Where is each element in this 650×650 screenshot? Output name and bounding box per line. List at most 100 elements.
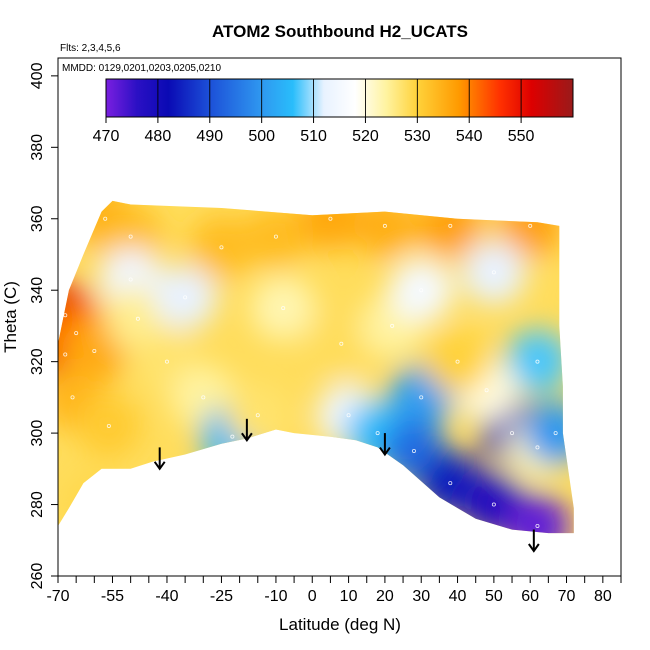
y-tick-label: 260 [29, 563, 46, 590]
sample-point [219, 245, 224, 250]
colorbar: 470 480 490 500 510 520 530 540 550 [93, 78, 574, 145]
sample-point [484, 388, 489, 393]
colorbar-tick-label: 520 [352, 128, 379, 145]
arrow-head [241, 432, 253, 442]
sample-point [411, 448, 416, 453]
sample-point [128, 234, 133, 239]
sample-point [448, 481, 453, 486]
field-sample [62, 472, 127, 534]
y-tick-label: 280 [29, 491, 46, 518]
sample-point [328, 216, 333, 221]
sample-point [510, 431, 515, 436]
y-tick-label: 400 [29, 62, 46, 89]
arrow-head [528, 543, 540, 553]
field-sample [389, 258, 454, 323]
sample-point [201, 395, 206, 400]
sample-point [448, 223, 453, 228]
sample-point [92, 348, 97, 353]
y-tick-label: 320 [29, 348, 46, 375]
x-tick-label: 60 [521, 588, 539, 605]
sample-point [74, 331, 79, 336]
colorbar-tick-label: 480 [145, 128, 172, 145]
chart-title: ATOM2 Southbound H2_UCATS [212, 22, 468, 41]
colorbar-tick-label: 470 [93, 128, 120, 145]
sample-point [528, 223, 533, 228]
sample-point [455, 359, 460, 364]
sample-point [128, 277, 133, 282]
field-sample [153, 265, 218, 330]
colorbar-tick-label: 550 [508, 128, 535, 145]
field-sample [298, 200, 363, 251]
colorbar-bar [105, 78, 574, 118]
sample-point [281, 306, 286, 311]
sample-point [382, 223, 387, 228]
sample-point [92, 502, 97, 507]
colorbar-tick-label: 490 [196, 128, 223, 145]
arrow-layer [153, 418, 540, 553]
flights-subtitle: Flts: 2,3,4,5,6 [60, 43, 121, 54]
plot-frame [57, 57, 622, 577]
field-sample [309, 311, 374, 376]
x-tick-label: -10 [264, 588, 287, 605]
sample-point [164, 359, 169, 364]
sample-point [339, 341, 344, 346]
x-tick-label: 50 [485, 588, 503, 605]
x-tick-label: 40 [449, 588, 467, 605]
sample-point [230, 434, 235, 439]
field-sample [189, 215, 254, 280]
field-sample [425, 329, 490, 394]
dates-subtitle: MMDD: 0129,0201,0203,0205,0210 [62, 63, 221, 74]
x-tick-label: -25 [210, 588, 233, 605]
sample-point [103, 216, 108, 221]
x-tick-label: -70 [46, 588, 69, 605]
x-tick-label: 10 [340, 588, 358, 605]
y-axis: 260 280 300 320 340 360 380 400 [29, 62, 58, 589]
x-tick-label: 80 [594, 588, 612, 605]
field-sample [352, 200, 417, 258]
y-tick-label: 340 [29, 277, 46, 304]
sample-point [491, 270, 496, 275]
sample-point [70, 395, 75, 400]
colorbar-tick-label: 530 [404, 128, 431, 145]
field-sample [76, 393, 141, 458]
field-sample [418, 200, 483, 258]
sample-point [63, 352, 68, 357]
sample-point [273, 234, 278, 239]
arrow-head [379, 446, 391, 457]
sample-point [535, 523, 540, 528]
x-tick-label: -40 [155, 588, 178, 605]
y-tick-label: 380 [29, 134, 46, 161]
arrow-head [153, 461, 166, 471]
field-sample [505, 493, 570, 534]
x-tick-label: 70 [558, 588, 576, 605]
x-tick-label: -55 [101, 588, 124, 605]
y-tick-label: 360 [29, 205, 46, 232]
colorbar-tick-label: 500 [248, 128, 275, 145]
x-tick-label: 20 [376, 588, 394, 605]
sample-points [63, 216, 558, 528]
colorbar-tick-label: 510 [300, 128, 327, 145]
x-tick-label: 30 [412, 588, 430, 605]
field-sample [251, 276, 316, 341]
x-tick-label: 0 [308, 588, 317, 605]
field-sample [225, 383, 290, 448]
sample-point [183, 295, 188, 300]
sample-point [255, 413, 260, 418]
sample-point [535, 445, 540, 450]
field-sample [461, 240, 526, 305]
sample-point [419, 395, 424, 400]
sample-point [553, 431, 558, 436]
y-axis-label: Theta (C) [1, 281, 20, 353]
sample-point [491, 502, 496, 507]
field-sample [505, 329, 570, 394]
sample-point [375, 431, 380, 436]
sample-point [390, 323, 395, 328]
sample-point [135, 316, 140, 321]
colorbar-tick-label: 540 [456, 128, 483, 145]
x-axis-label: Latitude (deg N) [279, 615, 401, 634]
field-sample [523, 401, 574, 466]
field-sample [243, 204, 308, 269]
sample-point [63, 313, 68, 318]
y-tick-label: 300 [29, 420, 46, 447]
